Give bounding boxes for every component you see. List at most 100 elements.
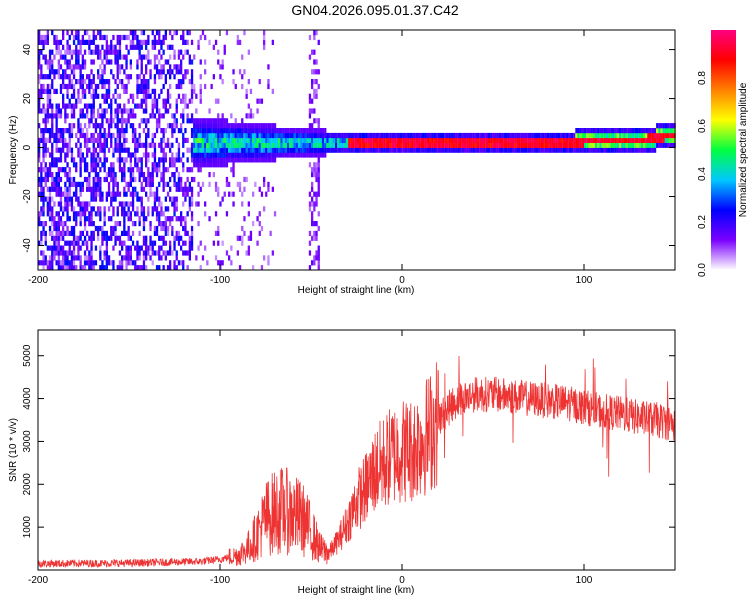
heatmap-cell xyxy=(193,157,196,163)
heatmap-cell xyxy=(647,137,650,143)
heatmap-cell xyxy=(153,240,157,246)
heatmap-cell xyxy=(319,147,322,153)
heatmap-cell xyxy=(134,34,137,41)
heatmap-cell xyxy=(116,206,119,212)
heatmap-cell xyxy=(214,162,218,168)
heatmap-cell xyxy=(162,64,165,70)
heatmap-cell xyxy=(232,132,235,139)
heatmap-cell xyxy=(199,162,202,168)
heatmap-cell xyxy=(155,167,159,173)
heatmap-cell xyxy=(669,142,672,148)
heatmap-cell xyxy=(540,132,543,139)
heatmap-cell xyxy=(448,147,451,153)
heatmap-cell xyxy=(140,201,143,207)
heatmap-cell xyxy=(188,250,191,256)
heatmap-cell xyxy=(505,142,508,148)
heatmap-cell xyxy=(492,147,495,153)
heatmap-cell xyxy=(455,147,458,153)
heatmap-cell xyxy=(496,137,499,143)
heatmap-cell xyxy=(584,137,587,143)
heatmap-cell xyxy=(94,176,98,183)
heatmap-cell xyxy=(62,132,65,139)
heatmap-cell xyxy=(188,206,191,212)
heatmap-cell xyxy=(121,240,124,246)
heatmap-cell xyxy=(136,250,139,256)
heatmap-cell xyxy=(225,162,229,168)
heatmap-cell xyxy=(164,181,167,187)
heatmap-cell xyxy=(160,74,163,80)
heatmap-cell xyxy=(481,137,484,143)
heatmap-cell xyxy=(169,265,172,271)
heatmap-cell xyxy=(573,137,576,143)
heatmap-cell xyxy=(618,142,622,148)
heatmap-cell xyxy=(647,128,650,134)
heatmap-cell xyxy=(669,137,672,143)
heatmap-cell xyxy=(105,245,108,251)
heatmap-cell xyxy=(350,142,353,148)
heatmap-cell xyxy=(118,265,122,271)
heatmap-cell xyxy=(131,230,135,236)
heatmap-cell xyxy=(123,108,126,114)
heatmap-cell xyxy=(42,201,45,207)
snr-frame xyxy=(37,329,676,571)
heatmap-cell xyxy=(66,49,69,55)
heatmap-cell xyxy=(511,137,515,143)
heatmap-cell xyxy=(193,132,196,139)
heatmap-cell xyxy=(153,250,157,256)
heatmap-cell xyxy=(158,142,161,148)
heatmap-cell xyxy=(55,128,58,134)
heatmap-cell xyxy=(592,142,595,148)
heatmap-cell xyxy=(48,211,52,217)
heatmap-cell xyxy=(125,64,128,70)
heatmap-cell xyxy=(125,59,128,65)
heatmap-cell xyxy=(621,128,624,134)
heatmap-cell xyxy=(48,83,52,90)
heatmap-cell xyxy=(263,142,266,148)
heatmap-cell xyxy=(669,128,672,134)
heatmap-cell xyxy=(629,142,633,148)
heatmap-cell xyxy=(503,137,506,143)
heatmap-cell xyxy=(671,123,674,129)
heatmap-cell xyxy=(225,157,229,163)
heatmap-cell xyxy=(38,49,41,55)
heatmap-cell xyxy=(210,83,213,90)
heatmap-cell xyxy=(177,54,181,60)
heatmap-cell xyxy=(330,132,333,139)
heatmap-cell xyxy=(153,93,157,99)
heatmap-cell xyxy=(182,132,185,139)
heatmap-cell xyxy=(536,142,539,148)
heatmap-cell xyxy=(105,176,108,183)
heatmap-cell xyxy=(62,221,65,227)
heatmap-cell xyxy=(387,147,390,153)
heatmap-cell xyxy=(291,142,294,148)
heatmap-cell xyxy=(177,49,181,55)
heatmap-cell xyxy=(162,167,165,173)
heatmap-cell xyxy=(121,245,124,251)
heatmap-cell xyxy=(621,142,624,148)
heatmap-cell xyxy=(57,221,60,227)
heatmap-cell xyxy=(155,225,159,232)
heatmap-cell xyxy=(62,167,65,173)
heatmap-cell xyxy=(72,157,76,163)
heatmap-cell xyxy=(640,142,644,148)
heatmap-cell xyxy=(212,240,215,246)
heatmap-cell xyxy=(103,265,106,271)
heatmap-cell xyxy=(169,186,172,192)
heatmap-cell xyxy=(483,147,486,153)
heatmap-cell xyxy=(230,245,233,251)
heatmap-cell xyxy=(53,34,56,41)
heatmap-cell xyxy=(44,88,47,94)
heatmap-cell xyxy=(332,142,336,148)
heatmap-cell xyxy=(232,191,235,197)
heatmap-cell xyxy=(662,142,665,148)
heatmap-cell xyxy=(214,181,218,187)
heatmap-cell xyxy=(118,142,122,148)
heatmap-cell xyxy=(282,132,285,139)
heatmap-cell xyxy=(186,49,189,55)
heatmap-cell xyxy=(581,132,585,139)
heatmap-cell xyxy=(418,132,421,139)
heatmap-cell xyxy=(437,132,440,139)
heatmap-cell xyxy=(175,181,178,187)
heatmap-cell xyxy=(271,250,274,256)
heatmap-cell xyxy=(197,157,200,163)
